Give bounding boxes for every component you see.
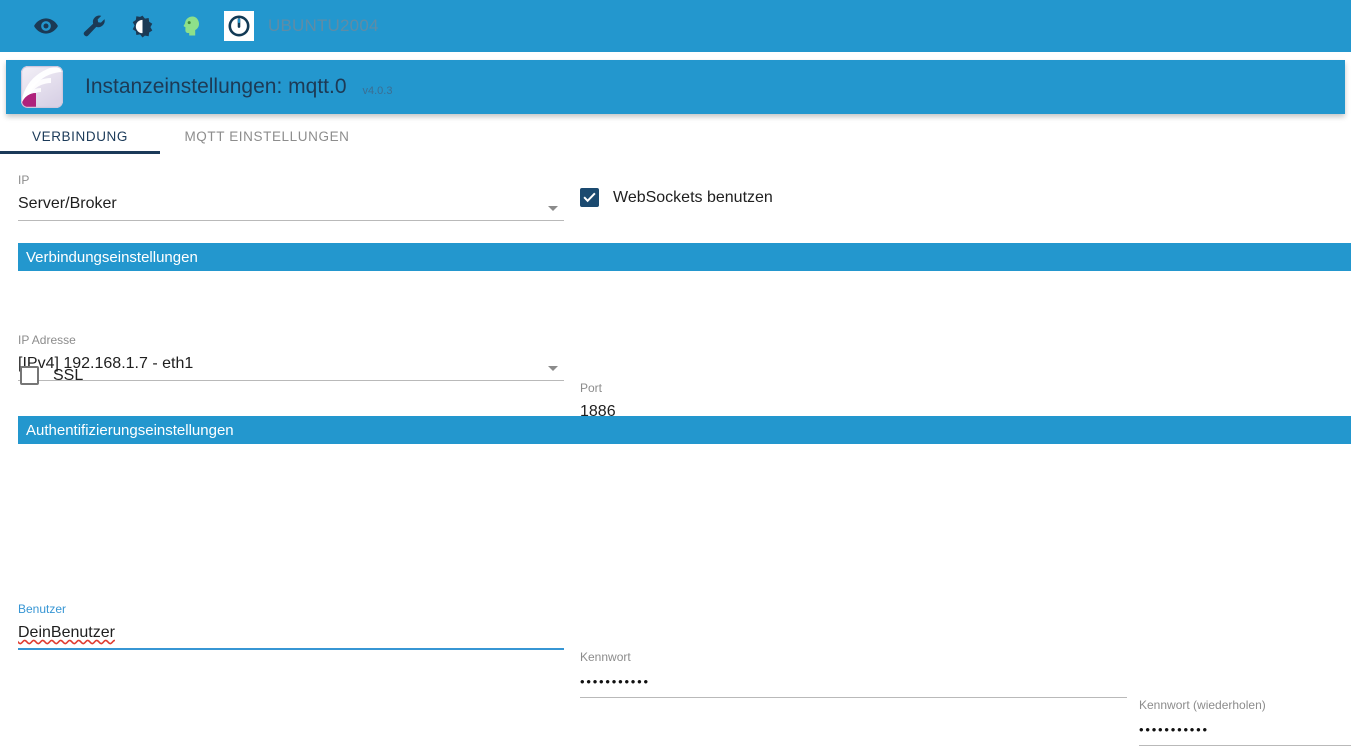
ssl-label: SSL <box>53 366 84 384</box>
chevron-down-icon[interactable] <box>548 206 558 211</box>
ssl-checkbox-row[interactable]: SSL <box>20 366 83 385</box>
ssl-checkbox[interactable] <box>20 366 39 385</box>
tab-verbindung[interactable]: VERBINDUNG <box>0 118 160 154</box>
brightness-icon[interactable] <box>118 8 166 44</box>
ip-address-value: [IPv4] 192.168.1.7 - eth1 <box>18 355 194 372</box>
password-repeat-label: Kennwort (wiederholen) <box>1139 698 1266 712</box>
password-repeat-value: ••••••••••• <box>1139 722 1209 737</box>
head-icon[interactable] <box>166 8 214 44</box>
wrench-icon[interactable] <box>70 8 118 44</box>
mqtt-adapter-icon <box>21 66 63 108</box>
ip-address-label: IP Adresse <box>18 333 76 347</box>
ip-type-select[interactable]: IP Server/Broker <box>18 173 564 221</box>
ip-address-select[interactable]: IP Adresse [IPv4] 192.168.1.7 - eth1 <box>18 333 564 381</box>
user-label: Benutzer <box>18 602 67 616</box>
user-input[interactable]: Benutzer DeinBenutzer <box>18 602 564 650</box>
chevron-down-icon[interactable] <box>548 366 558 371</box>
section-auth-header: Authentifizierungseinstellungen <box>18 416 1351 444</box>
port-value: 1886 <box>580 403 616 420</box>
tab-mqtt-einstellungen[interactable]: MQTT EINSTELLUNGEN <box>184 128 350 144</box>
instance-title-bar: Instanzeinstellungen: mqtt.0 v4.0.3 <box>6 60 1345 114</box>
websockets-checkbox[interactable] <box>580 188 599 207</box>
port-label: Port <box>580 381 603 395</box>
password-input[interactable]: Kennwort ••••••••••• <box>580 650 1127 698</box>
ip-type-value: Server/Broker <box>18 195 117 212</box>
password-value: ••••••••••• <box>580 674 650 689</box>
password-label: Kennwort <box>580 650 631 664</box>
websockets-label: WebSockets benutzen <box>613 188 773 206</box>
settings-content: IP Server/Broker WebSockets benutzen Ver… <box>0 155 1351 746</box>
user-underline <box>18 648 564 650</box>
password-repeat-input[interactable]: Kennwort (wiederholen) ••••••••••• <box>1139 698 1351 746</box>
section-connection-header: Verbindungseinstellungen <box>18 243 1351 271</box>
password-underline <box>580 697 1127 698</box>
ip-type-label: IP <box>18 173 30 187</box>
websockets-checkbox-row[interactable]: WebSockets benutzen <box>580 188 773 207</box>
eye-icon[interactable] <box>22 8 70 44</box>
tab-bar: VERBINDUNG MQTT EINSTELLUNGEN <box>0 118 1351 154</box>
page-title: Instanzeinstellungen: mqtt.0 <box>85 75 347 98</box>
ip-type-underline <box>18 220 564 221</box>
adapter-version: v4.0.3 <box>362 85 393 97</box>
user-value: DeinBenutzer <box>18 624 115 641</box>
top-toolbar: UBUNTU2004 <box>0 0 1351 52</box>
ip-address-underline <box>18 380 564 381</box>
iobroker-logo-icon[interactable] <box>224 11 254 41</box>
host-name: UBUNTU2004 <box>268 16 379 35</box>
